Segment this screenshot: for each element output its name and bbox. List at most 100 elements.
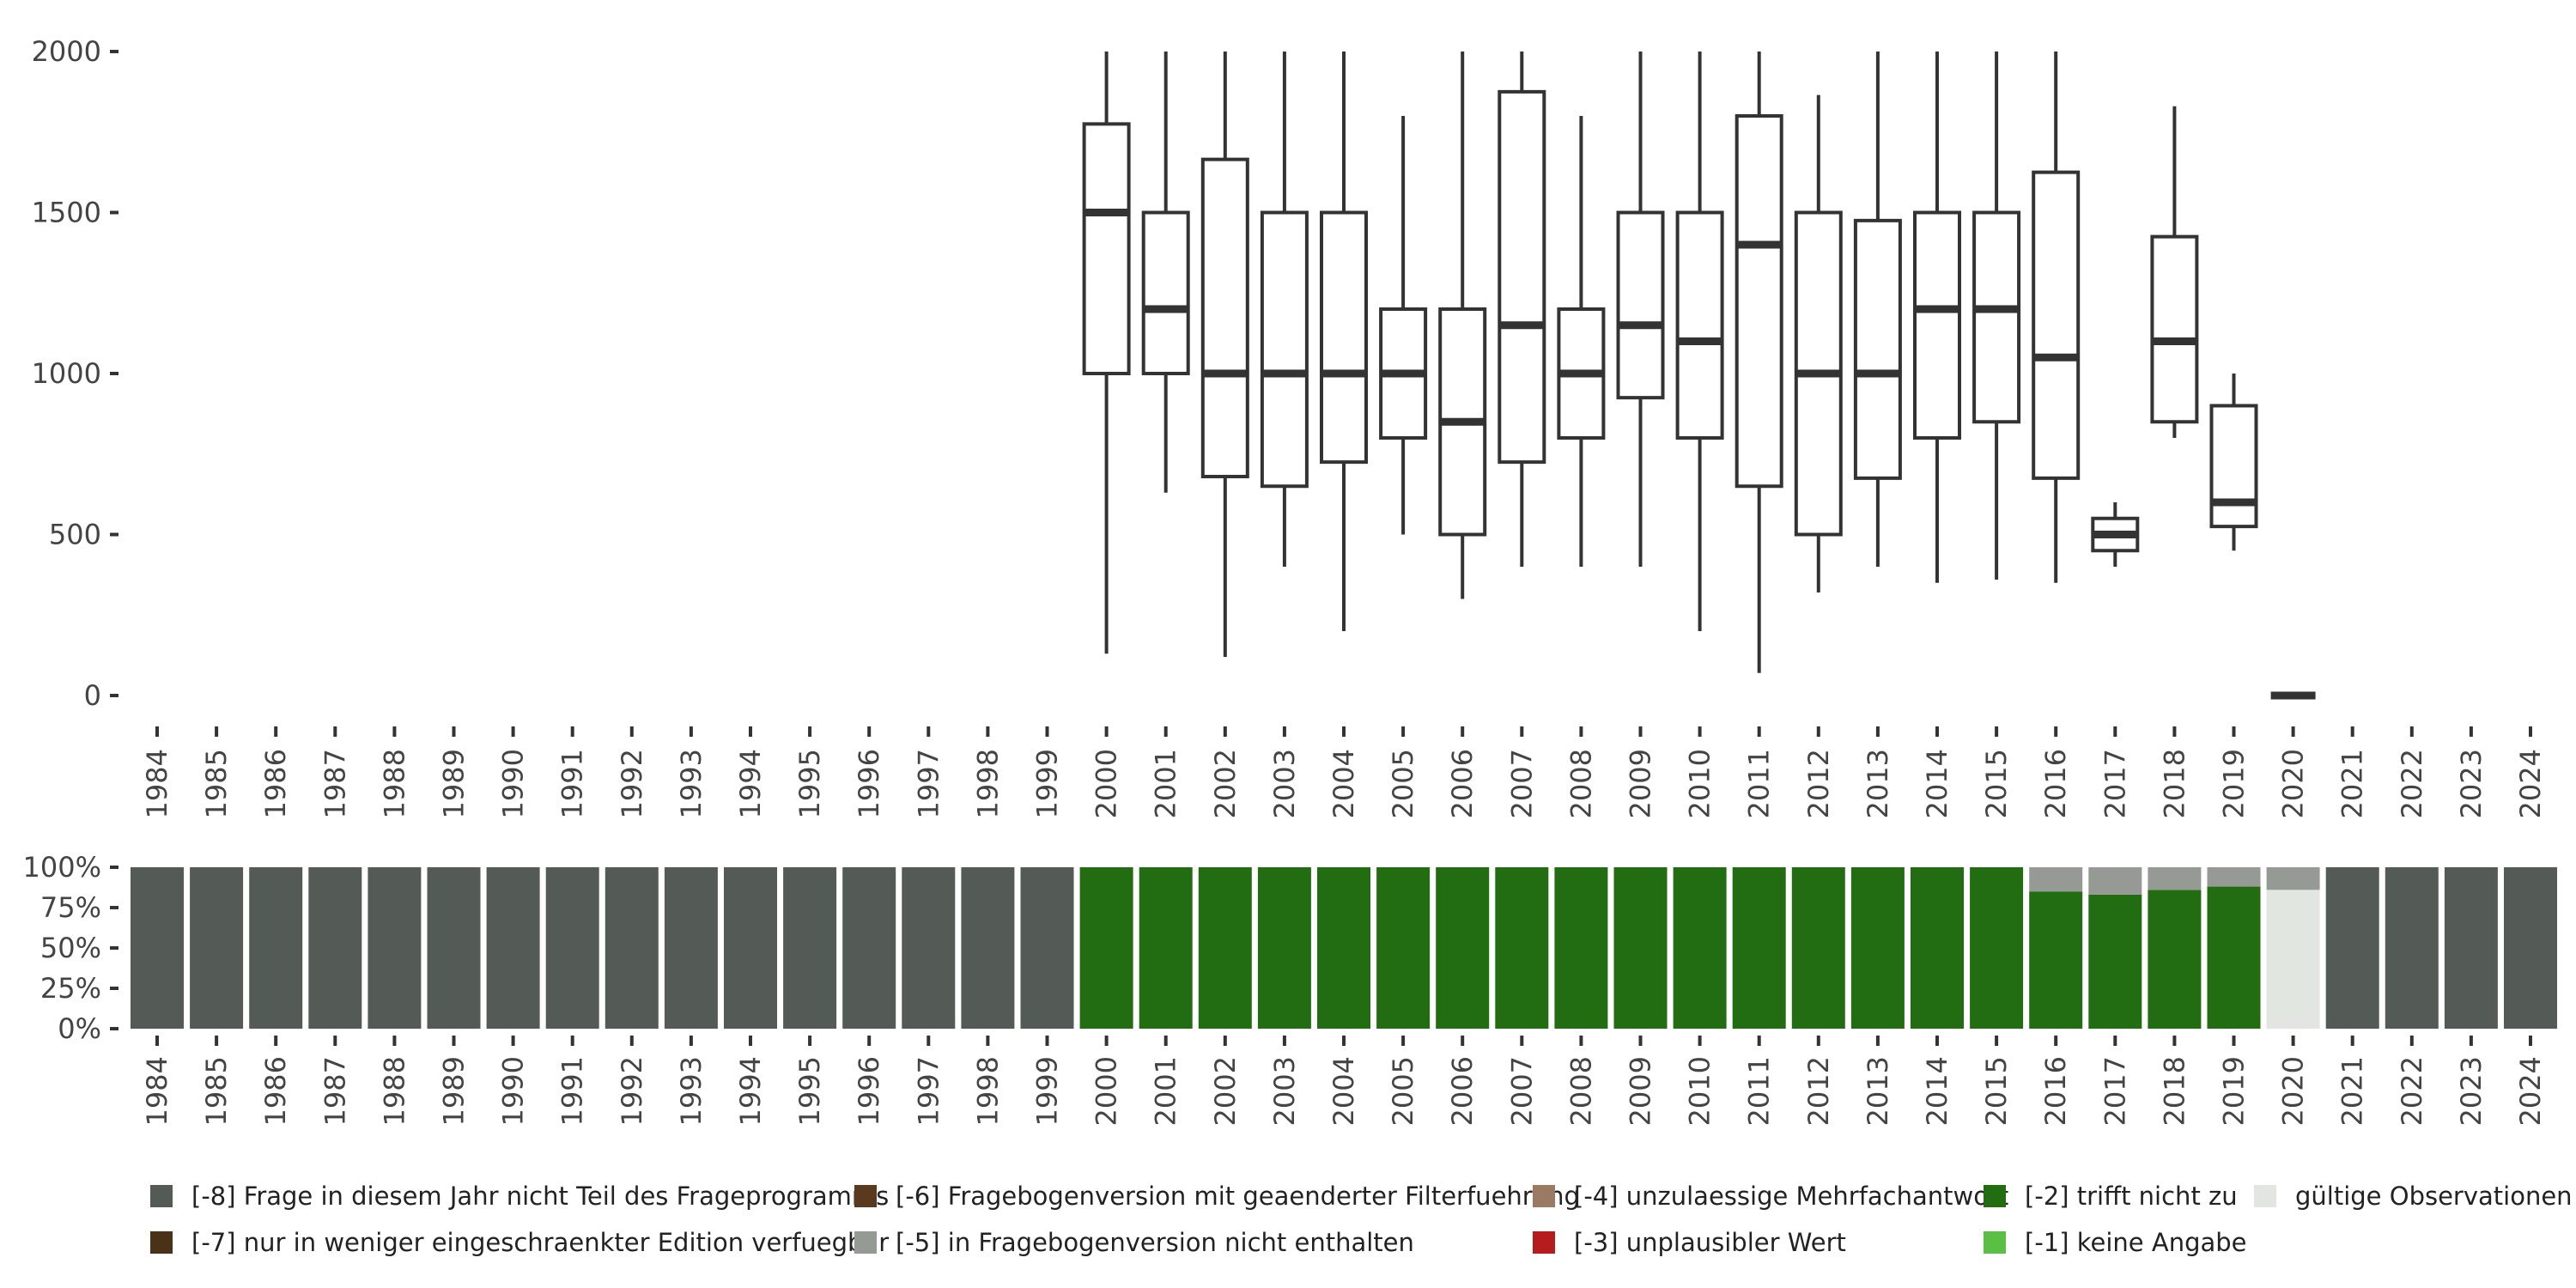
box-x-tick-label: 1990 (497, 749, 530, 818)
box-2001 (1141, 52, 1190, 493)
box-iqr (1853, 218, 1902, 480)
legend-swatch (1984, 1185, 2006, 1207)
legend-label: [-2] trifft nicht zu (2025, 1182, 2238, 1211)
bar-segment-2018 (2148, 867, 2202, 890)
bar-segment-1989 (427, 867, 481, 1029)
bar-segment-1994 (724, 867, 777, 1029)
bar-x-tick-label: 2013 (1862, 1056, 1894, 1126)
box-x-tick-label: 1985 (200, 749, 233, 818)
bar-segment-1990 (486, 867, 540, 1029)
box-iqr (2209, 404, 2258, 529)
box-x-tick-label: 1999 (1031, 749, 1064, 818)
bar-x-tick-label: 1995 (793, 1056, 826, 1126)
box-iqr (1200, 157, 1249, 478)
box-x-tick-label: 1986 (259, 749, 292, 818)
box-iqr (1082, 122, 1131, 375)
box-2005 (1379, 116, 1428, 535)
box-x-tick-label: 2011 (1743, 749, 1776, 818)
box-2007 (1498, 52, 1546, 567)
bar-segment-2014 (1911, 867, 1964, 1029)
box-iqr (2032, 170, 2081, 480)
legend-item: gültige Observationen (2254, 1182, 2573, 1211)
box-x-tick-label: 2000 (1091, 749, 1123, 818)
legend-item: [-5] in Fragebogenversion nicht enthalte… (854, 1228, 1414, 1257)
box-2016 (2032, 52, 2081, 583)
legend-swatch (854, 1231, 877, 1254)
box-y-tick-label: 500 (49, 519, 101, 551)
box-2006 (1438, 52, 1487, 599)
box-iqr (2150, 234, 2199, 424)
box-x-tick-label: 2019 (2218, 749, 2251, 818)
box-iqr (1320, 210, 1368, 465)
bar-x-tick-label: 1999 (1031, 1056, 1064, 1126)
bar-x-tick-label: 2003 (1268, 1056, 1301, 1126)
box-y-tick-label: 1000 (32, 357, 101, 390)
box-iqr (1616, 210, 1665, 400)
legend-item: [-4] unzulaessige Mehrfachantwort (1533, 1182, 2008, 1211)
bar-x-tick-label: 2021 (2336, 1056, 2369, 1126)
bar-x-tick-label: 2007 (1505, 1056, 1538, 1126)
bar-x-tick-label: 2012 (1802, 1056, 1835, 1126)
bar-segment-2017 (2088, 894, 2142, 1029)
bar-segment-1995 (783, 867, 837, 1029)
bar-segment-2012 (1791, 867, 1845, 1029)
legend-item: [-7] nur in weniger eingeschraenkter Edi… (150, 1228, 889, 1257)
bar-segment-1996 (842, 867, 896, 1029)
legend-item: [-6] Fragebogenversion mit geaenderter F… (854, 1182, 1580, 1211)
legend-item: [-8] Frage in diesem Jahr nicht Teil des… (150, 1182, 889, 1211)
bar-segment-2008 (1554, 867, 1608, 1029)
bar-x-tick-label: 1992 (616, 1056, 648, 1126)
bar-segment-2001 (1139, 867, 1193, 1029)
bar-x-tick-label: 1990 (497, 1056, 530, 1126)
box-2012 (1794, 94, 1843, 592)
bar-y-tick-label: 50% (40, 932, 101, 964)
box-x-tick-label: 1994 (734, 749, 767, 818)
bar-x-tick-label: 1993 (675, 1056, 708, 1126)
bar-segment-2015 (1970, 867, 2024, 1029)
bar-x-tick-label: 2009 (1625, 1056, 1657, 1126)
box-x-tick-label: 2016 (2039, 749, 2072, 818)
bar-segment-2003 (1257, 867, 1311, 1029)
box-x-tick-label: 1991 (556, 749, 589, 818)
legend-swatch (2254, 1185, 2276, 1207)
legend-label: [-5] in Fragebogenversion nicht enthalte… (896, 1228, 1414, 1257)
legend-swatch (854, 1185, 877, 1207)
legend-item: [-3] unplausibler Wert (1533, 1228, 1846, 1257)
bar-x-tick-label: 1988 (378, 1056, 410, 1126)
box-x-tick-label: 2013 (1862, 749, 1894, 818)
bar-y-tick-label: 25% (40, 972, 101, 1005)
box-x-tick-label: 1988 (378, 749, 410, 818)
legend-swatch (150, 1231, 173, 1254)
bar-x-tick-label: 2000 (1091, 1056, 1123, 1126)
box-x-tick-label: 2014 (1921, 749, 1953, 818)
bar-y-tick-label: 75% (40, 891, 101, 924)
bar-segment-1992 (605, 867, 659, 1029)
bar-segment-2011 (1732, 867, 1786, 1029)
bar-x-tick-label: 2010 (1684, 1056, 1716, 1126)
bar-segment-2018 (2148, 890, 2202, 1029)
box-2000 (1082, 52, 1131, 654)
bar-x-tick-label: 2019 (2218, 1056, 2251, 1126)
bar-x-tick-label: 2015 (1980, 1056, 2013, 1126)
bar-segment-2013 (1850, 867, 1905, 1029)
box-y-tick-label: 0 (84, 679, 101, 712)
box-2004 (1320, 52, 1368, 631)
bar-x-tick-label: 2022 (2396, 1056, 2428, 1126)
legend-label: gültige Observationen (2295, 1182, 2573, 1211)
bar-y-tick-label: 100% (23, 851, 101, 884)
box-x-tick-label: 2020 (2277, 749, 2310, 818)
bar-segment-2016 (2029, 891, 2083, 1029)
bar-segment-1999 (1020, 867, 1074, 1029)
box-x-tick-label: 1984 (141, 749, 173, 818)
bar-x-tick-label: 2008 (1564, 1056, 1597, 1126)
bar-segment-1988 (368, 867, 422, 1029)
box-x-tick-label: 2001 (1150, 749, 1182, 818)
bar-x-tick-label: 2016 (2039, 1056, 2072, 1126)
stacked-bar-panel: 0% 25% 50% 75% 100% 1984 1985 1986 1987 1988 1989 1… (23, 851, 2557, 1126)
legend-swatch (1533, 1185, 1555, 1207)
box-iqr (1913, 210, 1961, 440)
legend-swatch (1533, 1231, 1555, 1254)
box-x-tick-label: 2004 (1327, 749, 1360, 818)
box-iqr (1972, 210, 2021, 424)
